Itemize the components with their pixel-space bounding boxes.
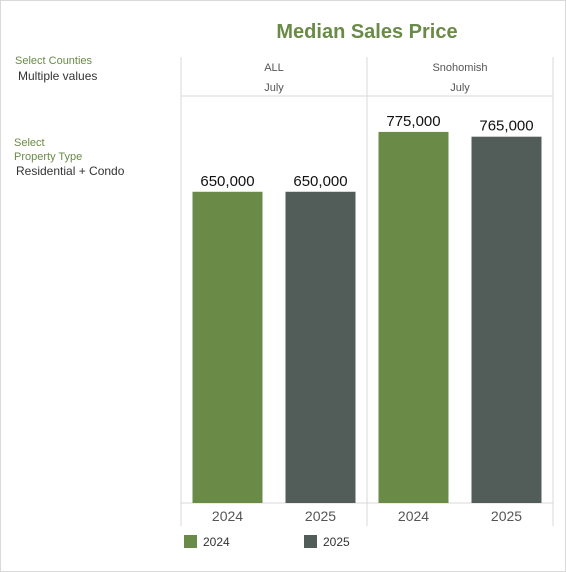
counties-filter-value[interactable]: Multiple values [18, 69, 98, 83]
x-tick-all-2024: 2024 [212, 508, 243, 524]
panel-subheader-1: July [450, 82, 470, 94]
chart-title: Median Sales Price [276, 21, 458, 43]
legend-swatch-2024 [184, 535, 197, 548]
property-type-filter-label-line2: Property Type [14, 151, 83, 163]
bar-snohomish-2024 [378, 131, 449, 504]
data-label-all-2024: 650,000 [200, 173, 254, 190]
counties-filter-label: Select Counties [15, 55, 93, 67]
legend-label-2024: 2024 [203, 535, 230, 549]
data-label-snohomish-2025: 765,000 [479, 118, 533, 135]
data-label-all-2025: 650,000 [293, 173, 347, 190]
bar-snohomish-2025 [471, 136, 542, 503]
legend-label-2025: 2025 [323, 535, 350, 549]
panel-subheader-0: July [264, 82, 284, 94]
property-type-filter-value[interactable]: Residential + Condo [16, 164, 125, 178]
panel-header-0: ALL [264, 62, 284, 74]
bar-all-2024 [192, 191, 263, 503]
x-tick-snohomish-2024: 2024 [398, 508, 429, 524]
property-type-filter-label-line1: Select [14, 137, 45, 149]
legend-swatch-2025 [304, 535, 317, 548]
bar-all-2025 [285, 191, 356, 503]
x-tick-all-2025: 2025 [305, 508, 336, 524]
data-label-snohomish-2024: 775,000 [386, 113, 440, 130]
panel-header-1: Snohomish [432, 62, 487, 74]
x-tick-snohomish-2025: 2025 [491, 508, 522, 524]
